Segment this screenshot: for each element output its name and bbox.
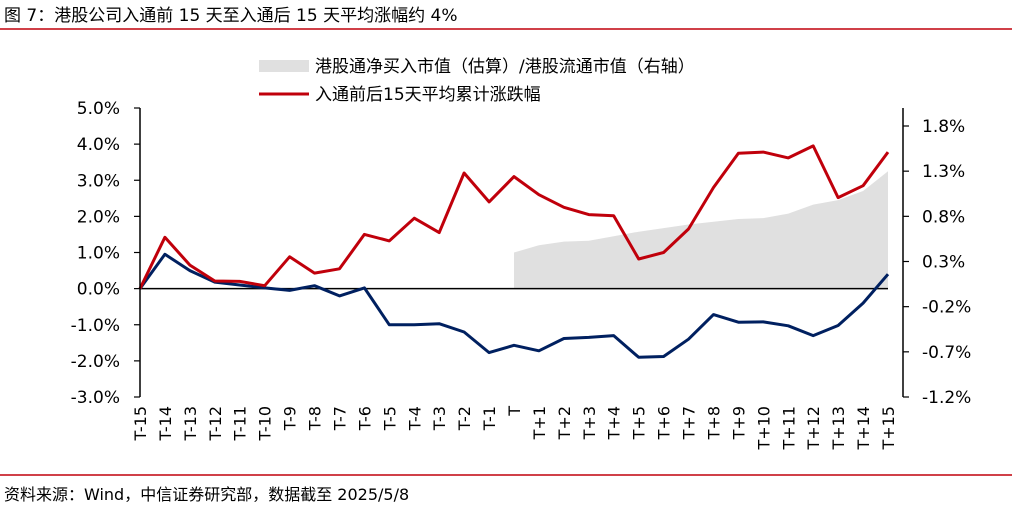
- red-line-series: [138, 144, 890, 290]
- legend-swatch-area: [259, 60, 309, 72]
- x-tick-label: T-4: [405, 406, 424, 431]
- navy-line-series: [138, 252, 890, 359]
- legend: 港股通净买入市值（估算）/港股流通市值（右轴） 入通前后15天平均累计涨跌幅: [259, 57, 695, 105]
- x-tick-label: T+11: [779, 406, 798, 451]
- x-tick-label: T+15: [879, 406, 898, 451]
- x-tick-label: T-5: [380, 406, 399, 431]
- source-note: 资料来源：Wind，中信证券研究部，数据截至 2025/5/8: [4, 485, 409, 504]
- left-tick-label: -1.0%: [71, 316, 120, 336]
- x-tick-label: T+5: [630, 406, 649, 440]
- x-tick-label: T-9: [281, 406, 300, 431]
- left-tick-label: -2.0%: [71, 352, 120, 372]
- x-tick-label: T+9: [729, 406, 748, 440]
- right-tick-label: 0.3%: [922, 253, 965, 273]
- x-tick-label: T: [505, 406, 524, 417]
- x-tick-label: T-8: [306, 406, 325, 431]
- left-tick-label: 2.0%: [77, 207, 120, 227]
- x-tick-label: T-11: [231, 406, 250, 441]
- legend-label-red-line: 入通前后15天平均累计涨跌幅: [315, 85, 541, 105]
- x-tick-label: T-15: [131, 406, 150, 441]
- x-tick-label: T-1: [480, 406, 499, 431]
- x-tick-label: T+4: [605, 406, 624, 440]
- legend-label-area: 港股通净买入市值（估算）/港股流通市值（右轴）: [315, 57, 695, 77]
- right-tick-label: 0.8%: [922, 207, 965, 227]
- x-tick-label: T+13: [829, 406, 848, 451]
- x-tick-label: T-2: [455, 406, 474, 431]
- left-tick-label: -3.0%: [71, 388, 120, 408]
- chart-title: 图 7：港股公司入通前 15 天至入通后 15 天平均涨幅约 4%: [4, 6, 457, 26]
- x-tick-label: T+10: [754, 406, 773, 451]
- x-tick-label: T-6: [355, 406, 374, 431]
- x-tick-label: T+8: [705, 406, 724, 440]
- x-tick-label: T+6: [655, 406, 674, 440]
- x-tick-label: T-3: [430, 406, 449, 431]
- area-series-net-buy-ratio: [514, 171, 888, 289]
- right-tick-label: -0.2%: [922, 298, 971, 318]
- left-tick-label: 0.0%: [77, 280, 120, 300]
- axes: 5.0% 4.0% 3.0% 2.0% 1.0% 0.0% -1.0% -2.0% -3.0% 1…: [71, 99, 972, 451]
- x-tick-label: T+2: [555, 406, 574, 440]
- x-tick-label: T+1: [530, 406, 549, 440]
- x-tick-label: T-10: [256, 406, 275, 441]
- left-tick-label: 1.0%: [77, 244, 120, 264]
- area-series-layer: [514, 171, 888, 289]
- right-tick-label: 1.8%: [922, 117, 965, 137]
- x-tick-label: T-13: [181, 406, 200, 441]
- right-tick-label: -1.2%: [922, 388, 971, 408]
- x-tick-label: T+14: [854, 406, 873, 451]
- line-series-layer: [138, 144, 890, 359]
- left-tick-label: 4.0%: [77, 135, 120, 155]
- x-tick-label: T+3: [580, 406, 599, 440]
- left-tick-label: 5.0%: [77, 99, 120, 119]
- right-tick-label: 1.3%: [922, 162, 965, 182]
- x-tick-label: T-12: [206, 406, 225, 441]
- right-tick-label: -0.7%: [922, 343, 971, 363]
- x-tick-label: T+7: [680, 406, 699, 440]
- x-tick-label: T+12: [804, 406, 823, 451]
- left-tick-label: 3.0%: [77, 171, 120, 191]
- x-tick-label: T-14: [156, 406, 175, 441]
- x-tick-label: T-7: [331, 406, 350, 431]
